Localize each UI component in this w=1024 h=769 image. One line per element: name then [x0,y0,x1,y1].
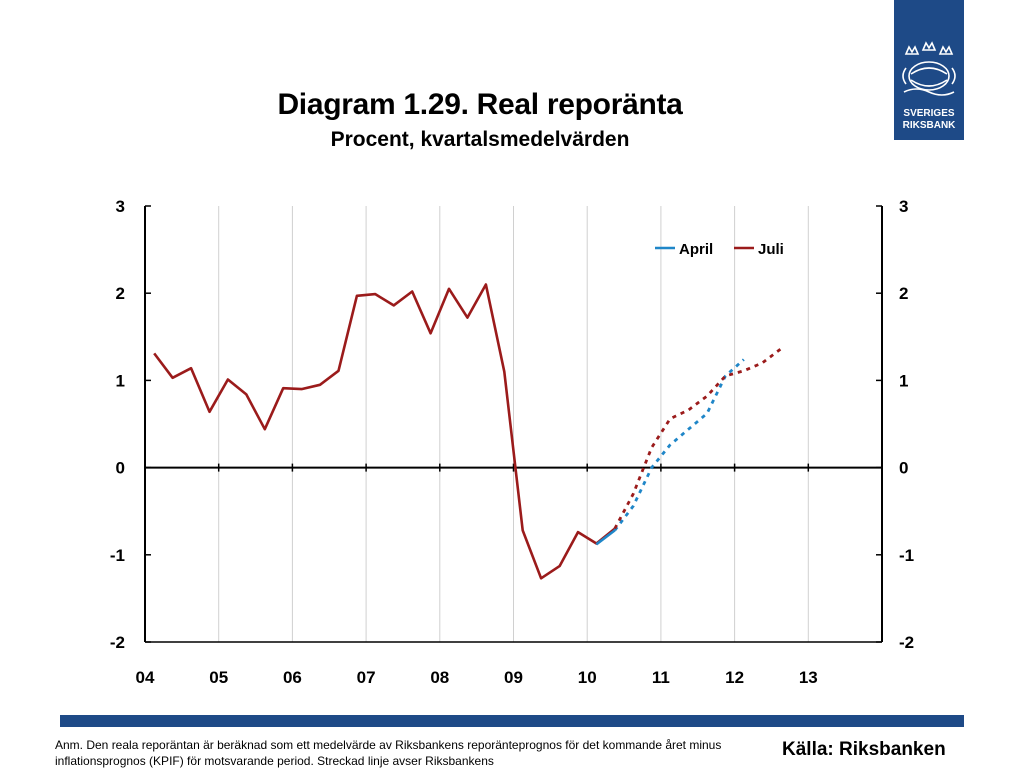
y-tick-label-right: 2 [899,284,908,303]
logo-text-line2: RIKSBANK [902,120,956,131]
y-tick-label-left: 1 [116,371,125,390]
y-tick-label-left: 2 [116,284,125,303]
legend-label: April [679,241,713,258]
y-tick-label-left: -1 [110,546,125,565]
x-tick-label: 05 [209,668,228,687]
chart-series [153,283,782,580]
x-tick-label: 09 [504,668,523,687]
x-tick-label: 13 [799,668,818,687]
series-line [595,529,616,546]
x-tick-label: 11 [652,668,670,687]
logo-text-line1: SVERIGES [903,108,955,119]
page-title: Diagram 1.29. Real reporänta [277,88,683,121]
y-tick-label-right: -1 [899,546,914,565]
x-tick-label: 12 [725,668,744,687]
y-tick-label-left: -2 [110,633,125,652]
crown-emblem-icon [902,41,956,96]
y-tick-label-right: 1 [899,371,908,390]
page-subtitle: Procent, kvartalsmedelvärden [330,128,630,151]
series-line [613,358,745,532]
x-tick-label: 04 [136,668,155,687]
y-tick-label-right: 0 [899,459,908,478]
chart-ticks: 3 32 21 10 0-1 -1-2 -204 05 06 07 08 09 10 11 12 13 [110,197,914,687]
y-tick-label-right: -2 [899,633,914,652]
riksbank-logo: SVERIGES RIKSBANK [894,0,964,140]
line-chart: 3 32 21 10 0-1 -1-2 -204 05 06 07 08 09 10 11 12 13 Apr… [110,197,914,687]
y-tick-label-right: 3 [899,197,908,216]
y-tick-label-left: 0 [116,459,125,478]
legend-label: Juli [758,241,784,258]
chart-grid [218,206,883,642]
x-tick-label: 08 [430,668,449,687]
x-tick-label: 06 [283,668,302,687]
y-tick-label-left: 3 [116,197,125,216]
footer-bar [60,715,964,727]
series-line [153,283,616,580]
x-tick-label: 10 [578,668,597,687]
x-tick-label: 07 [357,668,376,687]
footnote: Anm. Den reala reporäntan är beräknad so… [55,738,722,768]
series-line [613,347,782,530]
source-label: Källa: Riksbanken [782,739,946,760]
chart-legend: April Juli [655,241,784,258]
